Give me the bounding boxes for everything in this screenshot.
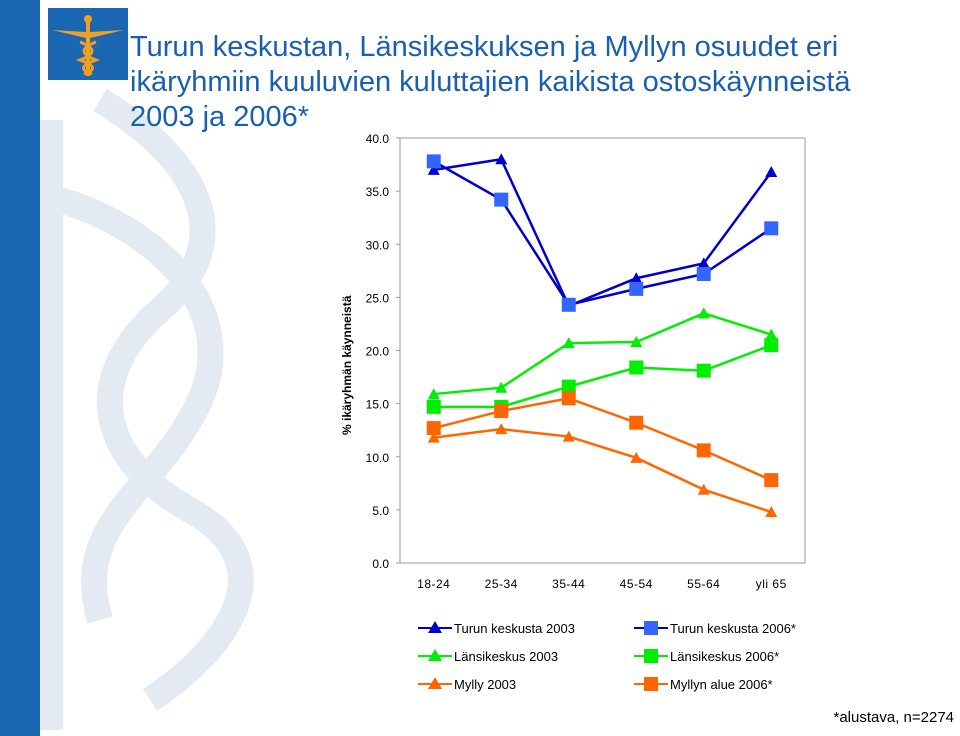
data-point-square	[426, 399, 441, 414]
data-point-triangle	[495, 153, 508, 165]
data-point-triangle	[427, 431, 440, 443]
data-point-triangle	[697, 483, 710, 495]
data-point-triangle	[765, 506, 778, 517]
x-tick-label: 45-54	[620, 577, 653, 591]
legend-label: Turun keskusta 2003	[454, 621, 575, 636]
data-point-square	[561, 391, 576, 406]
footnote: *alustava, n=2274	[833, 709, 954, 726]
data-point-square	[494, 192, 509, 207]
legend-marker-triangle-icon	[418, 677, 452, 689]
series-line-5	[433, 397, 772, 482]
data-point-square	[426, 154, 441, 169]
series-line-1	[433, 160, 772, 307]
series-line-3	[433, 344, 772, 409]
data-point-triangle	[697, 307, 710, 319]
caduceus-logo	[48, 8, 128, 80]
data-point-square	[426, 421, 441, 436]
y-tick-label: 5.0	[372, 504, 389, 518]
legend-label: Länsikeskus 2003	[454, 649, 559, 664]
x-tick-label: 35-44	[552, 577, 585, 591]
y-tick-label: 0.0	[372, 557, 389, 571]
data-point-square	[494, 404, 509, 419]
data-point-square	[561, 379, 576, 394]
data-point-square	[764, 338, 779, 353]
data-point-square	[561, 297, 576, 312]
x-tick-label: 55-64	[687, 577, 720, 591]
data-point-square	[764, 221, 779, 236]
data-point-triangle	[630, 336, 643, 347]
y-tick-label: 40.0	[366, 132, 390, 146]
data-point-triangle	[697, 257, 710, 269]
title-line-3: 2003 ja 2006*	[130, 101, 309, 133]
data-point-square	[696, 443, 711, 458]
left-accent-bar	[0, 0, 40, 736]
caduceus-watermark	[40, 88, 254, 730]
legend-label: Länsikeskus 2006*	[670, 649, 780, 664]
data-point-square	[696, 267, 711, 281]
title-line-2: ikäryhmiin kuuluvien kuluttajien kaikist…	[130, 66, 851, 98]
data-point-triangle	[495, 381, 508, 393]
legend-marker-triangle-icon	[418, 621, 452, 633]
legend-marker-triangle-icon	[418, 649, 452, 661]
x-tick-label: 18-24	[417, 577, 450, 591]
data-point-triangle	[630, 272, 643, 284]
page-title: Turun keskustan, Länsikeskuksen ja Mylly…	[130, 30, 930, 135]
data-point-square	[629, 415, 644, 430]
data-point-square	[629, 360, 644, 375]
legend-marker-square-icon	[634, 677, 668, 691]
data-point-triangle	[427, 388, 440, 400]
series-line-0	[433, 157, 773, 308]
data-point-triangle	[562, 430, 575, 442]
y-tick-label: 15.0	[366, 398, 390, 412]
legend-marker-square-icon	[634, 649, 668, 663]
data-point-square	[764, 473, 779, 488]
x-tick-label: 25-34	[485, 577, 518, 591]
y-tick-label: 30.0	[366, 238, 390, 252]
data-point-triangle	[562, 337, 575, 349]
data-point-triangle	[765, 328, 778, 340]
data-point-square	[629, 281, 644, 296]
y-tick-label: 10.0	[366, 451, 390, 465]
data-point-triangle	[495, 423, 508, 435]
legend-label: Myllyn alue 2006*	[670, 677, 773, 692]
data-point-triangle	[427, 163, 440, 175]
data-point-triangle	[630, 451, 643, 463]
x-tick-label: yli 65	[756, 577, 787, 591]
legend-label: Turun keskusta 2006*	[670, 621, 796, 636]
legend-marker-square-icon	[634, 621, 668, 635]
y-tick-label: 20.0	[366, 345, 390, 359]
y-tick-label: 35.0	[366, 185, 390, 199]
series-line-2	[433, 311, 772, 396]
data-point-triangle	[765, 166, 778, 177]
data-point-square	[696, 363, 711, 378]
legend-label: Mylly 2003	[454, 677, 517, 692]
series-line-4	[433, 427, 772, 514]
y-tick-label: 25.0	[366, 291, 390, 305]
title-line-1: Turun keskustan, Länsikeskuksen ja Mylly…	[130, 31, 839, 63]
plot-area	[399, 137, 806, 564]
